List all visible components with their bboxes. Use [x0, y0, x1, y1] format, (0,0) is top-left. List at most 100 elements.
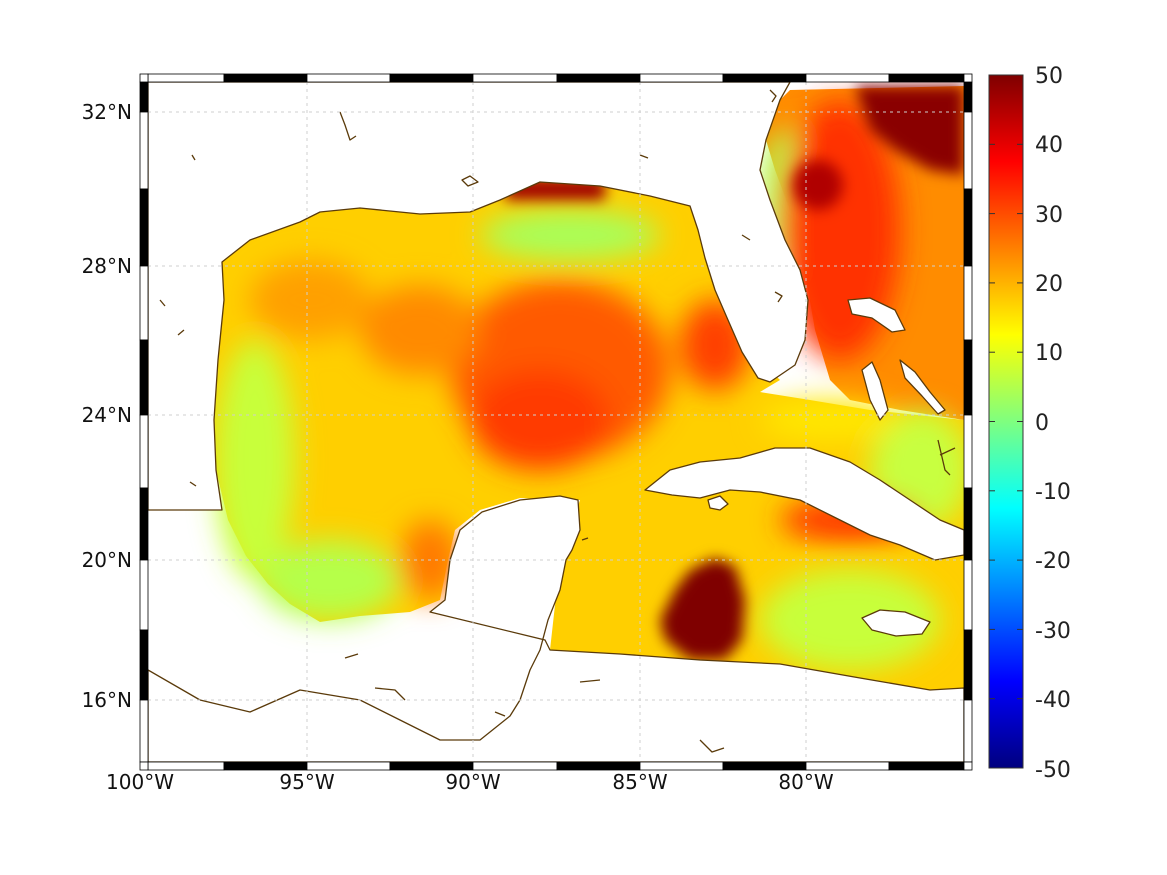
frame-corner — [963, 73, 973, 83]
colorbar-label: -50 — [1035, 758, 1071, 783]
island-16 — [579, 679, 601, 683]
frame-segment-top — [722, 73, 807, 83]
y-tick-label: 20°N — [82, 548, 132, 572]
frame-segment-top — [472, 73, 558, 83]
land-layer — [148, 82, 964, 762]
frame-segment-left — [139, 629, 149, 701]
island-10 — [189, 481, 197, 487]
frame-segment-bottom — [805, 761, 890, 771]
bahamas-abaco — [847, 297, 906, 333]
frame-segment-bottom — [389, 761, 474, 771]
florida-land — [148, 82, 809, 511]
colorbar-labels: 50 40 30 20 10 0 -10 -20 -30 -40 -50 — [1035, 64, 1071, 783]
colorbar-label: -20 — [1035, 549, 1071, 574]
frame-segment-right — [963, 487, 973, 561]
frame-segment-top — [389, 73, 474, 83]
frame-segment-right — [963, 699, 973, 763]
frame-segment-top — [223, 73, 308, 83]
island-1 — [339, 111, 357, 141]
blob-caribbean-darkred — [660, 558, 745, 660]
frame-corner — [139, 761, 149, 771]
x-tick-label: 95°W — [279, 770, 334, 794]
x-axis-labels: 100°W 95°W 90°W 85°W 80°W — [106, 770, 834, 794]
map-frame — [139, 73, 973, 771]
y-axis-labels: 32°N 28°N 24°N 20°N 16°N — [82, 100, 132, 712]
y-tick-label: 16°N — [82, 688, 132, 712]
frame-corner — [139, 73, 149, 83]
island-17 — [494, 711, 506, 717]
x-tick-label: 100°W — [106, 770, 174, 794]
island-14 — [344, 653, 359, 659]
minor-coastlines — [159, 89, 956, 753]
blob-north-gulf-green — [480, 210, 660, 260]
frame-corner — [963, 761, 973, 771]
isla-juventud-land — [707, 495, 729, 511]
island-2 — [191, 154, 196, 161]
island-3 — [639, 154, 649, 159]
frame-segment-bottom — [147, 761, 225, 771]
colorbar-label: 40 — [1035, 133, 1063, 158]
frame-segment-left — [139, 559, 149, 631]
island-13 — [581, 537, 589, 541]
blob-straits-yellow — [760, 400, 900, 440]
colorbar: 50 40 30 20 10 0 -10 -20 -30 -40 -50 — [988, 64, 1071, 783]
blob-western-gulf-green — [215, 340, 295, 580]
colorbar-label: 20 — [1035, 272, 1063, 297]
frame-segment-right — [963, 111, 973, 190]
frame-segment-left — [139, 487, 149, 561]
frame-segment-top — [556, 73, 641, 83]
frame-segment-left — [139, 111, 149, 190]
colorbar-label: -40 — [1035, 688, 1071, 713]
jamaica-land — [861, 609, 931, 637]
cuba-land — [644, 447, 964, 561]
frame-segment-bottom — [306, 761, 391, 771]
bahamas-eleuthera — [899, 359, 946, 415]
island-12 — [939, 447, 956, 456]
colorbar-label: 50 — [1035, 64, 1063, 89]
frame-segment-bottom — [639, 761, 724, 771]
frame-segment-left — [139, 339, 149, 416]
y-tick-label: 28°N — [82, 254, 132, 278]
frame-segment-right — [963, 559, 973, 631]
frame-segment-bottom — [722, 761, 807, 771]
y-tick-label: 24°N — [82, 403, 132, 427]
frame-segment-top — [639, 73, 724, 83]
gridlines — [148, 82, 964, 762]
x-tick-label: 85°W — [612, 770, 667, 794]
yucatan-land — [148, 495, 964, 762]
blob-central-red — [470, 370, 610, 470]
frame-segment-left — [139, 188, 149, 267]
frame-segment-bottom — [888, 761, 965, 771]
frame-segment-right — [963, 81, 973, 113]
frame-segment-bottom — [556, 761, 641, 771]
frame-segment-left — [139, 81, 149, 113]
frame-segment-left — [139, 414, 149, 489]
frame-segment-left — [139, 699, 149, 763]
colorbar-label: -10 — [1035, 480, 1071, 505]
x-tick-label: 80°W — [778, 770, 833, 794]
island-8 — [159, 299, 166, 307]
island-11 — [937, 439, 951, 476]
blob-southwest-green — [260, 540, 400, 620]
x-tick-label: 90°W — [445, 770, 500, 794]
frame-segment-top — [147, 73, 225, 83]
island-4 — [461, 175, 479, 187]
blob-nw-orange — [360, 285, 480, 375]
frame-segment-right — [963, 414, 973, 489]
frame-segment-top — [306, 73, 391, 83]
island-7 — [774, 291, 783, 303]
colorbar-label: 30 — [1035, 203, 1063, 228]
colorbar-label: 10 — [1035, 341, 1063, 366]
colorbar-label: -30 — [1035, 619, 1071, 644]
island-9 — [177, 329, 185, 336]
colorbar-ticks — [989, 74, 1023, 769]
island-6 — [741, 234, 751, 241]
blob-caribbean-green — [760, 570, 940, 670]
colorbar-label: 0 — [1035, 411, 1049, 436]
island-5 — [769, 89, 777, 103]
frame-segment-bottom — [472, 761, 558, 771]
frame-segment-bottom — [223, 761, 308, 771]
bahamas-andros — [861, 361, 889, 421]
y-tick-label: 32°N — [82, 100, 132, 124]
